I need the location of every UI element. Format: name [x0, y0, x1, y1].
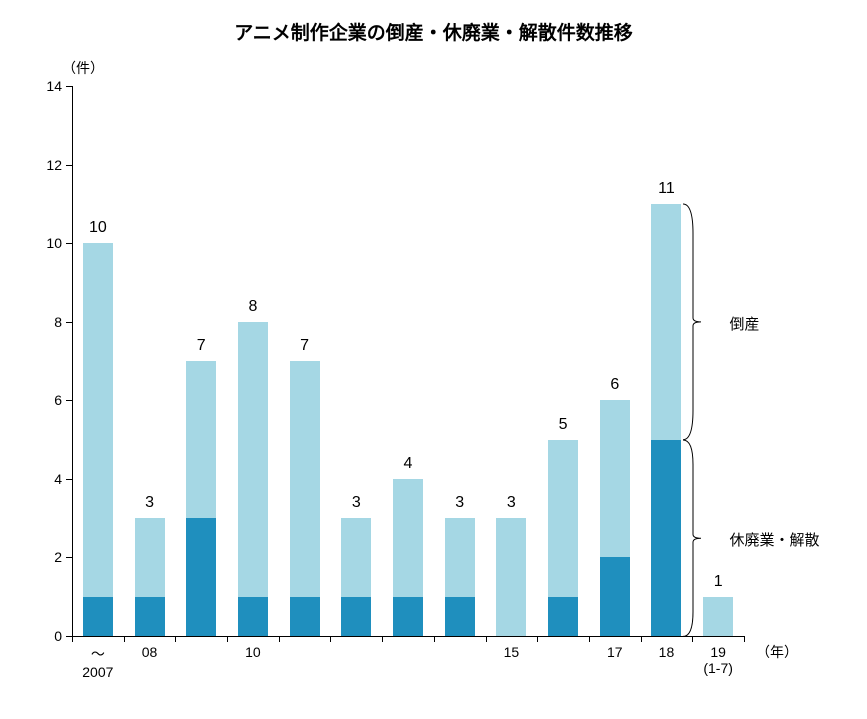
bracket-bottom — [683, 439, 705, 637]
legend-label-top: 倒産 — [729, 313, 759, 334]
bar-total-label: 3 — [330, 494, 382, 512]
bar-segment-bottom — [135, 597, 165, 636]
x-tick-mark — [589, 636, 590, 642]
bar-total-label: 7 — [279, 337, 331, 355]
bar-segment-top — [651, 204, 681, 440]
x-tick-mark — [641, 636, 642, 642]
bar-segment-top — [238, 322, 268, 597]
bar-segment-top — [341, 518, 371, 597]
bar-total-label: 3 — [486, 494, 538, 512]
x-tick-mark — [175, 636, 176, 642]
bar-segment-top — [393, 479, 423, 597]
x-category-label: 18 — [641, 644, 693, 660]
x-tick-mark — [279, 636, 280, 642]
y-tick-label: 6 — [32, 392, 62, 408]
y-axis-unit-label: （件） — [62, 58, 104, 78]
x-tick-mark — [227, 636, 228, 642]
y-tick-mark — [66, 322, 72, 323]
bar-total-label: 7 — [175, 337, 227, 355]
bar-segment-top — [83, 243, 113, 597]
bar-total-label: 1 — [692, 573, 744, 591]
y-tick-mark — [66, 479, 72, 480]
bar-segment-bottom — [341, 597, 371, 636]
bar-total-label: 8 — [227, 298, 279, 316]
x-tick-mark — [692, 636, 693, 642]
bar-total-label: 6 — [589, 376, 641, 394]
bar-total-label: 3 — [124, 494, 176, 512]
bar-segment-top — [290, 361, 320, 597]
bar-segment-top — [600, 400, 630, 557]
legend-label-bottom: 休廃業・解散 — [729, 529, 819, 550]
y-tick-label: 8 — [32, 314, 62, 330]
y-axis-line — [72, 86, 73, 636]
bar-segment-bottom — [186, 518, 216, 636]
y-tick-mark — [66, 86, 72, 87]
y-tick-label: 2 — [32, 549, 62, 565]
chart-title: アニメ制作企業の倒産・休廃業・解散件数推移 — [0, 18, 867, 45]
x-tick-mark — [486, 636, 487, 642]
x-tick-mark — [72, 636, 73, 642]
y-tick-label: 0 — [32, 628, 62, 644]
x-category-label: 08 — [124, 644, 176, 660]
y-tick-label: 12 — [32, 157, 62, 173]
x-tick-mark — [124, 636, 125, 642]
bar-total-label: 11 — [641, 180, 693, 198]
bar-segment-top — [496, 518, 526, 636]
bar-total-label: 4 — [382, 455, 434, 473]
x-tick-mark — [744, 636, 745, 642]
y-tick-mark — [66, 557, 72, 558]
bar-segment-top — [548, 440, 578, 597]
y-tick-mark — [66, 165, 72, 166]
x-tick-mark — [537, 636, 538, 642]
bar-total-label: 10 — [72, 219, 124, 237]
x-tick-mark — [330, 636, 331, 642]
bar-segment-bottom — [393, 597, 423, 636]
x-tick-mark — [382, 636, 383, 642]
bar-segment-bottom — [83, 597, 113, 636]
bar-segment-bottom — [651, 440, 681, 636]
x-category-label: 17 — [589, 644, 641, 660]
bar-segment-bottom — [600, 557, 630, 636]
x-tick-mark — [434, 636, 435, 642]
x-category-label: 10 — [227, 644, 279, 660]
bar-segment-bottom — [548, 597, 578, 636]
x-axis-unit-label: （年） — [756, 642, 798, 662]
y-tick-mark — [66, 400, 72, 401]
bar-segment-bottom — [445, 597, 475, 636]
y-tick-mark — [66, 243, 72, 244]
x-category-label: 19 (1-7) — [692, 644, 744, 676]
bar-segment-bottom — [238, 597, 268, 636]
x-category-label: 15 — [486, 644, 538, 660]
bar-segment-top — [445, 518, 475, 597]
bracket-top — [683, 203, 705, 441]
bar-segment-top — [135, 518, 165, 597]
y-tick-label: 4 — [32, 471, 62, 487]
bar-segment-bottom — [290, 597, 320, 636]
bar-total-label: 5 — [537, 416, 589, 434]
x-axis-line — [72, 636, 744, 637]
y-tick-label: 14 — [32, 78, 62, 94]
chart-container: アニメ制作企業の倒産・休廃業・解散件数推移 （件） （年） 倒産 休廃業・解散 … — [0, 0, 867, 719]
x-category-label: ～ 2007 — [72, 644, 124, 680]
y-tick-label: 10 — [32, 235, 62, 251]
bar-segment-top — [703, 597, 733, 636]
bar-total-label: 3 — [434, 494, 486, 512]
bar-segment-top — [186, 361, 216, 518]
